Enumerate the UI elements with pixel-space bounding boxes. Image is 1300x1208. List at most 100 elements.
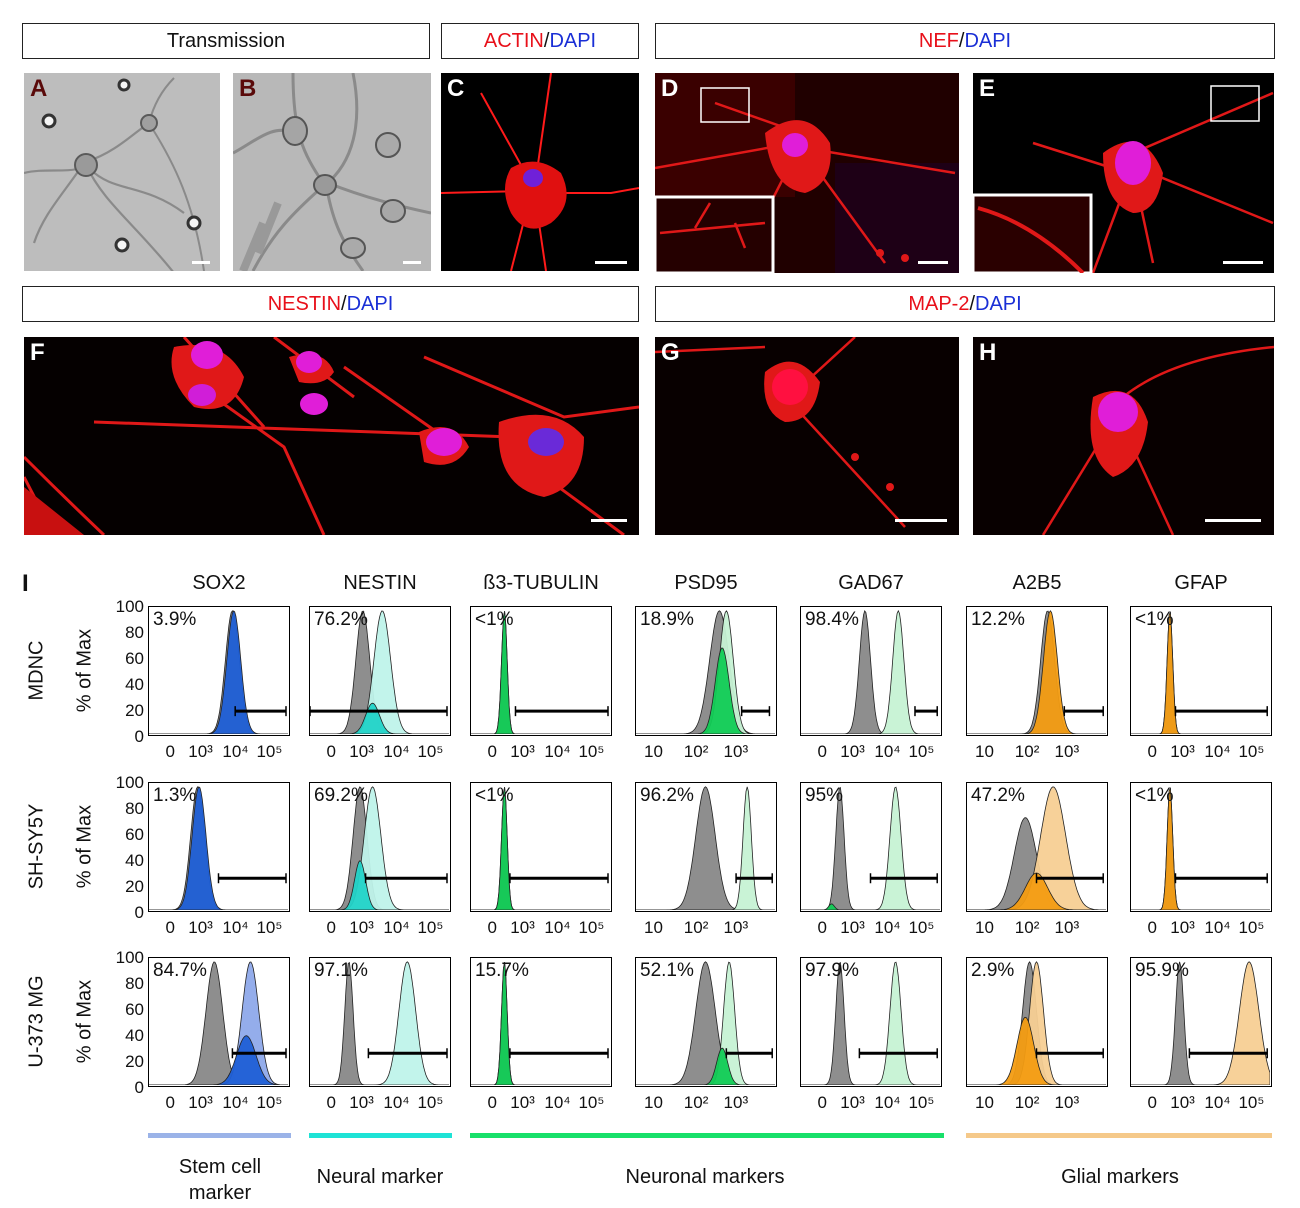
histogram-plot	[471, 611, 610, 734]
x-tick-label: 10⁴	[1204, 1093, 1231, 1112]
y-tick-label: 0	[134, 727, 144, 746]
x-tick-label: 10³	[349, 742, 374, 761]
column-title-0: SOX2	[192, 572, 246, 594]
panel-e-cell-drawing	[973, 73, 1274, 273]
x-tick-label: 10⁵	[908, 918, 935, 937]
isotype-histogram	[636, 961, 775, 1085]
marker-histogram	[471, 962, 610, 1085]
row-label-2: U-373 MG	[25, 975, 48, 1068]
header-nestin-dapi: DAPI	[346, 292, 394, 315]
panel-f-scalebar	[591, 519, 627, 522]
marker-histogram	[801, 903, 940, 910]
panel-g-image: G	[655, 337, 959, 535]
x-tick-label: 10⁴	[874, 1093, 901, 1112]
category-label-stem: Stem cell marker	[140, 1154, 300, 1206]
histogram-1-1: 69.2%	[309, 782, 451, 912]
histogram-1-2: <1%	[470, 782, 612, 912]
histogram-plot	[801, 609, 940, 734]
percent-positive: 95.9%	[1135, 960, 1189, 981]
x-tick-label: 0	[165, 1093, 176, 1112]
y-tick-label: 60	[125, 1000, 144, 1019]
x-tick-label: 10	[975, 918, 994, 937]
panel-f-image: F	[24, 337, 639, 535]
marker-histogram	[1131, 611, 1270, 734]
x-tick-label: 10³	[349, 1093, 374, 1112]
histogram-plot	[471, 962, 610, 1085]
panel-d-cell-drawing	[655, 73, 959, 273]
histogram-2-5: 2.9%	[966, 957, 1108, 1087]
percent-positive: 69.2%	[314, 785, 368, 806]
x-tick-label: 10⁵	[908, 1093, 935, 1112]
x-tick-label: 10⁴	[1204, 918, 1231, 937]
x-tick-label: 10³	[723, 1093, 749, 1112]
y-tick-label: 80	[125, 623, 144, 642]
x-tick-label: 10⁵	[417, 918, 444, 937]
x-tick-label: 10⁵	[417, 742, 444, 761]
panel-c-cell-drawing	[441, 73, 639, 271]
column-title-5: A2B5	[1012, 572, 1062, 594]
panel-c-label: C	[447, 75, 465, 102]
category-label-neural: Neural marker	[316, 1166, 444, 1188]
panel-d-image: D	[655, 73, 959, 273]
x-tick-label: 10	[644, 742, 663, 761]
histogram-plot	[801, 961, 940, 1085]
marker-histogram	[310, 786, 449, 910]
histogram-0-3: 18.9%	[635, 606, 777, 736]
percent-positive: 76.2%	[314, 609, 368, 630]
category-label-stem-line1: Stem cell	[178, 1156, 262, 1178]
marker-histogram	[967, 1016, 1106, 1085]
histogram-plot	[310, 961, 449, 1085]
marker-histogram	[967, 610, 1106, 734]
histogram-plot	[310, 610, 449, 734]
histogram-plot	[801, 786, 940, 910]
panel-a-scalebar	[192, 261, 210, 264]
percent-positive: 97.1%	[314, 960, 368, 981]
marker-histogram	[310, 610, 449, 734]
histogram-2-2: 15.7%	[470, 957, 612, 1087]
percent-positive: 84.7%	[153, 960, 207, 981]
x-tick-label: 10⁴	[874, 918, 901, 937]
histogram-0-0: 3.9%	[148, 606, 290, 736]
marker-histogram	[149, 786, 288, 910]
x-tick-label: 10³	[840, 742, 865, 761]
histogram-plot	[1131, 961, 1270, 1085]
x-tick-label: 10³	[1170, 1093, 1195, 1112]
header-transmission: Transmission	[22, 23, 430, 59]
panel-h-label: H	[979, 339, 997, 366]
x-tick-label: 10²	[683, 1093, 709, 1112]
y-tick-label: 100	[115, 597, 144, 616]
x-tick-label: 10⁵	[256, 1093, 283, 1112]
panel-f-cell-drawing	[24, 337, 639, 535]
category-label-neuronal: Neuronal markers	[625, 1166, 785, 1188]
header-map2: MAP-2/DAPI	[655, 286, 1275, 322]
y-tick-label: 40	[125, 851, 144, 870]
isotype-histogram	[636, 786, 775, 910]
x-tick-label: 10³	[510, 1093, 535, 1112]
marker-histogram	[636, 1047, 775, 1085]
panel-d-label: D	[661, 75, 679, 102]
header-nef-dapi: DAPI	[964, 29, 1012, 52]
header-map2-sep: /	[969, 292, 975, 315]
x-tick-label: 10²	[1014, 742, 1040, 761]
x-tick-label: 10⁵	[256, 918, 283, 937]
x-tick-label: 10⁴	[544, 742, 571, 761]
x-tick-label: 10⁴	[383, 1093, 410, 1112]
x-tick-label: 10²	[683, 742, 709, 761]
panel-c-scalebar	[595, 261, 627, 264]
marker-histogram	[636, 786, 775, 910]
marker-histogram	[471, 787, 610, 910]
panel-b-image: B	[233, 73, 431, 271]
x-tick-label: 10	[644, 918, 663, 937]
panel-e-image: E	[973, 73, 1274, 273]
panel-a-image: A	[24, 73, 220, 271]
header-nestin: NESTIN / DAPI	[22, 286, 639, 322]
x-tick-label: 10³	[188, 1093, 213, 1112]
percent-positive: 2.9%	[971, 960, 1015, 981]
histogram-0-6: <1%	[1130, 606, 1272, 736]
marker-histogram	[967, 872, 1106, 910]
marker-histogram	[1131, 787, 1270, 910]
x-tick-label: 10³	[840, 918, 865, 937]
y-tick-label: 20	[125, 1052, 144, 1071]
percent-positive: 3.9%	[153, 609, 197, 630]
histogram-plot	[967, 786, 1106, 910]
